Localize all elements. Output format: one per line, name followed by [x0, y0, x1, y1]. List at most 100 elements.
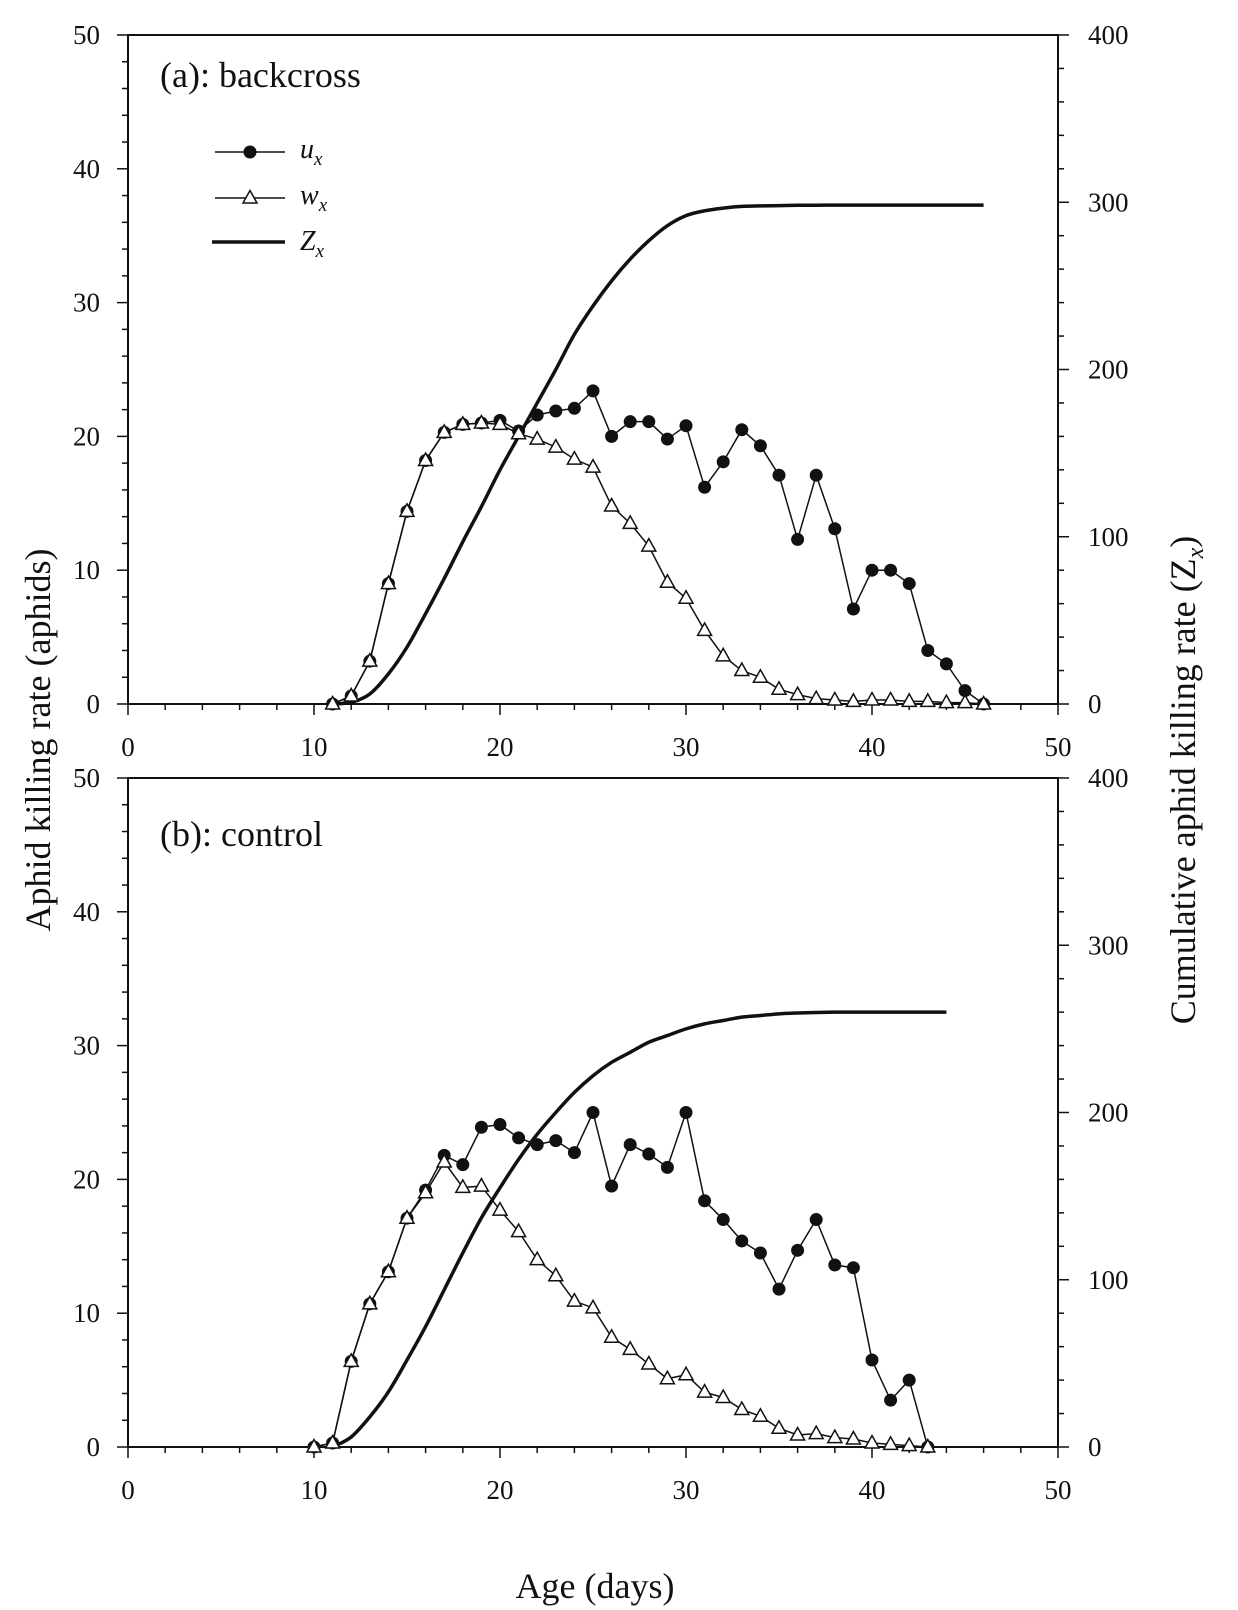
panel-b-x-tick-label: 0	[121, 1475, 135, 1505]
panel-b-ux-point	[753, 1246, 767, 1260]
panel-a-ux-point	[921, 643, 935, 657]
panel-b-wx-point	[324, 1433, 341, 1449]
panel-a-wx-point	[361, 652, 379, 667]
panel-a-y-right-tick-label: 0	[1088, 689, 1102, 719]
panel-a-ux-point	[642, 415, 656, 429]
legend-ux-marker	[243, 145, 257, 159]
panel-b-ux-point	[679, 1106, 693, 1119]
panel-a-wx-point	[733, 661, 751, 677]
legend-zx-label: Zx	[300, 226, 325, 262]
panel-b-ux-point	[642, 1147, 656, 1161]
panel-a-ux-point	[828, 522, 842, 536]
panel-a-wx-point	[621, 514, 639, 530]
panel-b-wx-point	[566, 1292, 583, 1307]
panel-b-ux-point	[493, 1118, 507, 1132]
panel-a-ux-point	[902, 577, 916, 591]
panel-a-wx-point	[454, 415, 472, 431]
panel-a-series-ux-line	[332, 389, 985, 705]
panel-a-x-tick-label: 0	[121, 732, 135, 762]
panel-b-wx-point	[863, 1433, 881, 1449]
panel-b-y-right-tick-label: 400	[1088, 763, 1129, 793]
y-axis-right-label-close: )	[1163, 536, 1203, 548]
panel-a-ux-point	[846, 602, 860, 616]
panel-a-wx-point	[566, 450, 583, 465]
panel-a-ux-point	[716, 455, 730, 469]
panel-a-wx-point	[882, 690, 899, 706]
legend: ux wx Zx	[212, 134, 328, 262]
panel-b-x-tick-label: 50	[1045, 1475, 1072, 1505]
panel-a-y-left-tick-label: 50	[73, 20, 100, 50]
panel-b-wx-point	[417, 1183, 434, 1199]
panel-a-ux-point	[623, 415, 637, 429]
panel-a-wx-point	[789, 685, 806, 701]
panel-b-wx-point	[919, 1437, 937, 1453]
panel-a-ux-point	[809, 468, 823, 482]
panel-b-wx-point	[380, 1262, 397, 1278]
panel-b-series-wx-line	[313, 1160, 928, 1448]
panel-b-ux-point	[605, 1179, 619, 1193]
panel-a-ux-point	[753, 439, 767, 453]
panel-b-x-tick-label: 30	[673, 1475, 700, 1505]
panel-a-wx-point	[807, 689, 825, 705]
panel-a-x-tick-label: 30	[673, 732, 700, 762]
panel-a-wx-point	[435, 423, 453, 439]
panel-b-y-right-tick-label: 300	[1088, 930, 1129, 960]
legend-zx-main: Z	[300, 226, 316, 257]
panel-b-wx-point	[342, 1352, 360, 1368]
panel-b-wx-point	[435, 1152, 453, 1168]
panel-a-ux-point	[791, 532, 805, 546]
panel-a-wx-point	[938, 693, 955, 709]
panel-b-wx-point	[528, 1250, 546, 1266]
panel-b-y-left-tick-label: 0	[87, 1432, 101, 1462]
panel-b-wx-point	[714, 1388, 732, 1404]
panel-a-wx-point	[417, 451, 434, 467]
panel-b-wx-point	[640, 1355, 658, 1370]
panel-b-x-tick-label: 40	[859, 1475, 886, 1505]
panel-a-wx-point	[863, 690, 881, 706]
panel-b-ux-point	[512, 1131, 526, 1145]
panel-a-wx-point	[919, 692, 937, 708]
panel-b-x-tick-label: 10	[301, 1475, 328, 1505]
panel-a-ux-point	[772, 468, 786, 482]
y-axis-right-label-sub: x	[1183, 547, 1209, 559]
panel-a-y-left-tick-label: 20	[73, 421, 100, 451]
panel-a-wx-point	[491, 415, 509, 431]
panel-a-wx-point	[584, 458, 602, 473]
panel-b-wx-point	[845, 1429, 862, 1445]
panel-a-ux-point	[530, 408, 544, 422]
panel-a-wx-point	[547, 438, 565, 453]
panel-b-ux-point	[549, 1134, 563, 1148]
panel-b-ux-point	[623, 1138, 637, 1152]
panel-a-y-left-tick-label: 30	[73, 288, 100, 318]
panel-b-wx-point	[752, 1407, 769, 1422]
panel-a-ux-point	[884, 563, 898, 577]
panel-a-y-right-tick-label: 100	[1088, 522, 1129, 552]
panel-a-wx-point	[677, 589, 695, 605]
panel-a-ux-point	[865, 563, 879, 577]
panel-a: 0 10 20 30 40 50 0 10 20 30 40 50 0 100 200 300 400	[73, 20, 1129, 762]
legend-ux-label: ux	[300, 134, 323, 170]
panel-a-wx-point	[342, 686, 360, 702]
legend-wx-main: w	[300, 180, 319, 211]
panel-b-wx-point	[491, 1201, 509, 1216]
panel-b-wx-point	[361, 1294, 379, 1310]
panel-b-ux-point	[530, 1138, 544, 1152]
panel-a-wx-point	[770, 680, 788, 696]
panel-b-wx-point	[454, 1178, 472, 1194]
panel-b-wx-point	[900, 1436, 918, 1452]
panel-a-title: (a): backcross	[160, 55, 361, 95]
panel-a-ux-point	[735, 423, 749, 437]
panel-b-x-tick-label: 20	[487, 1475, 514, 1505]
panel-a-ux-point	[567, 401, 581, 415]
panel-b-ux-point	[828, 1258, 842, 1272]
legend-ux-main: u	[300, 134, 314, 165]
legend-wx-sub: x	[318, 195, 328, 216]
panel-b-y-right-tick-label: 100	[1088, 1265, 1129, 1295]
panel-a-wx-point	[528, 430, 546, 445]
panel-a-x-tick-label: 40	[859, 732, 886, 762]
panel-b-wx-point	[770, 1419, 788, 1435]
panel-b-wx-point	[659, 1369, 676, 1385]
legend-wx-label: wx	[300, 180, 328, 216]
panel-a-ux-point	[679, 419, 693, 433]
panel-a-ux-point	[660, 432, 674, 446]
